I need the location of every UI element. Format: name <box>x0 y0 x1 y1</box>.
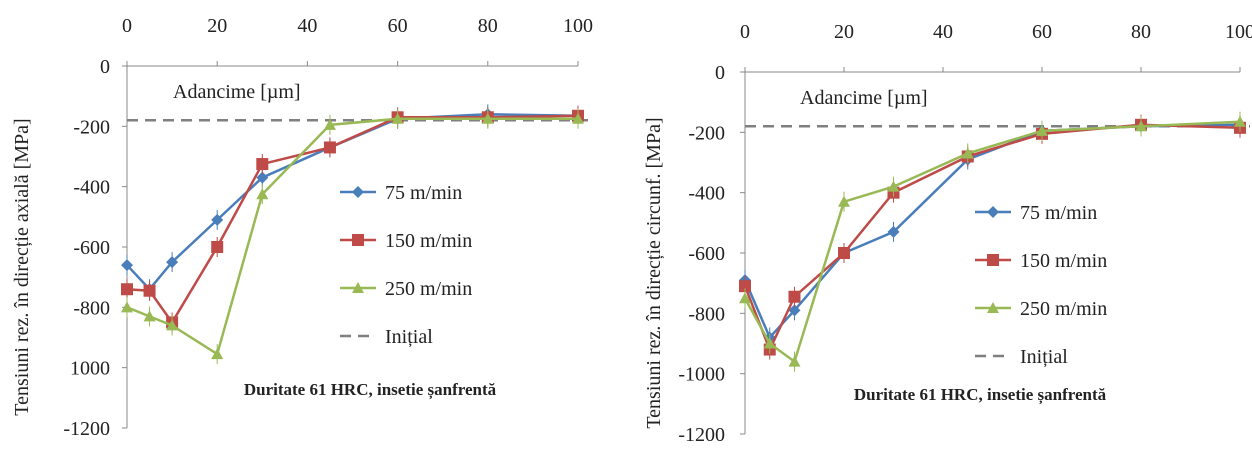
y-tick-label: -400 <box>688 183 725 205</box>
data-point <box>838 247 850 259</box>
data-point <box>211 348 224 360</box>
x-tick-label: 80 <box>1131 21 1151 43</box>
data-point <box>739 280 751 293</box>
x-axis-title: Adancime [µm] <box>800 87 928 109</box>
x-tick-label: 40 <box>297 15 317 37</box>
data-point <box>323 141 336 154</box>
x-tick-label: 0 <box>740 21 750 43</box>
data-point <box>1135 120 1147 132</box>
x-tick-label: 60 <box>388 15 408 37</box>
series-line <box>743 123 1241 353</box>
x-tick-label: 60 <box>1032 21 1052 43</box>
data-point <box>256 158 269 171</box>
x-tick-label: 80 <box>478 15 498 37</box>
legend-label: Inițial <box>1020 346 1068 368</box>
y-axis-title: Tensiuni rez. în direcție circunf. [MPa] <box>643 117 665 428</box>
series-line <box>743 120 1241 364</box>
data-point <box>143 310 156 322</box>
y-axis-title: Tensiuni rez. în direcție axială [MPa] <box>11 118 33 415</box>
x-tick-label: 20 <box>834 21 854 43</box>
legend-marker <box>987 206 999 218</box>
series-2 <box>121 108 584 365</box>
data-point <box>143 284 156 297</box>
series-line <box>126 114 579 325</box>
y-tick-label: -400 <box>73 177 110 199</box>
legend-marker <box>987 254 999 266</box>
data-point <box>1036 124 1048 136</box>
data-point <box>763 337 776 349</box>
series-1 <box>121 105 584 333</box>
legend-marker <box>987 302 999 313</box>
legend-marker <box>352 186 364 198</box>
series-0 <box>121 104 584 300</box>
y-tick-label: -1000 <box>678 364 725 386</box>
y-tick-label: -800 <box>688 303 725 325</box>
data-point <box>121 301 133 313</box>
legend-label: 250 m/min <box>1020 298 1107 320</box>
x-tick-label: 0 <box>122 15 132 37</box>
legend-marker <box>352 282 364 293</box>
x-axis-title: Adancime [µm] <box>173 81 301 103</box>
data-point <box>121 283 133 296</box>
data-point <box>788 304 801 317</box>
y-tick-label: -1200 <box>678 424 725 446</box>
data-point <box>481 112 494 124</box>
data-point <box>838 195 850 207</box>
y-tick-label: 0 <box>100 56 110 78</box>
y-tick-label: -600 <box>688 243 725 265</box>
legend-label: Inițial <box>385 326 433 348</box>
y-tick-label: -600 <box>73 237 110 259</box>
chart-annotation: Duritate 61 HRC, insetie șanfrentă <box>854 385 1107 405</box>
data-point <box>166 256 179 269</box>
legend-label: 150 m/min <box>1020 250 1107 272</box>
legend-marker <box>352 234 364 246</box>
x-tick-label: 100 <box>563 15 593 37</box>
y-tick-label: 0 <box>715 62 725 84</box>
data-point <box>788 290 801 303</box>
x-tick-label: 40 <box>933 21 953 43</box>
chart-panel-circumferential: 0 20 40 60 80 100 0 -200 -400 -600 -800 -1000 -1200 A… <box>643 21 1252 446</box>
data-point <box>961 147 974 159</box>
data-point <box>572 112 584 124</box>
series-line <box>126 113 579 292</box>
chart-panel-axial: 0 20 40 60 80 1000-200-400-600-8001000-1200Ad… <box>11 15 593 440</box>
data-point <box>211 241 224 253</box>
series-2 <box>739 111 1246 372</box>
series-1 <box>739 114 1246 360</box>
y-tick-label: -1200 <box>63 418 110 440</box>
legend-label: 250 m/min <box>385 278 472 300</box>
data-point <box>391 112 404 124</box>
y-tick-label: -200 <box>73 116 110 138</box>
data-point <box>739 292 751 304</box>
x-tick-label: 100 <box>1225 21 1252 43</box>
data-point <box>121 259 133 272</box>
legend-label: 150 m/min <box>385 230 472 252</box>
y-tick-label: 1000 <box>70 358 110 380</box>
y-tick-label: -200 <box>688 122 725 144</box>
chart-annotation: Duritate 61 HRC, insetie șanfrentă <box>244 380 497 400</box>
y-tick-label: -800 <box>73 297 110 319</box>
legend-label: 75 m/min <box>385 182 462 204</box>
data-point <box>256 188 269 200</box>
x-tick-label: 20 <box>207 15 227 37</box>
data-point <box>256 171 269 184</box>
data-point <box>788 355 801 367</box>
data-point <box>887 180 900 192</box>
legend: 75 m/min 150 m/min 250 m/min Inițial <box>340 182 472 348</box>
legend-label: 75 m/min <box>1020 202 1097 224</box>
data-point <box>166 319 179 331</box>
data-point <box>323 118 336 130</box>
data-point <box>1234 115 1246 127</box>
data-point <box>887 225 900 238</box>
legend: 75 m/min 150 m/min 250 m/min Inițial <box>975 202 1107 368</box>
data-point <box>211 213 224 226</box>
